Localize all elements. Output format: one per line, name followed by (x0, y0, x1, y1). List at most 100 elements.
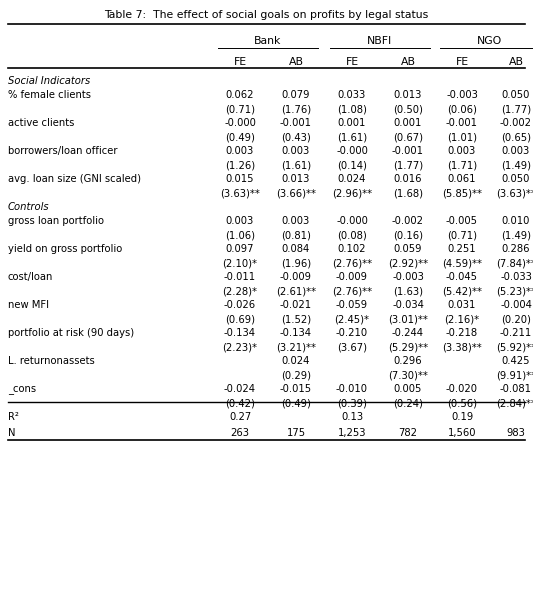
Text: (0.50): (0.50) (393, 105, 423, 115)
Text: (3.38)**: (3.38)** (442, 343, 482, 353)
Text: 0.102: 0.102 (338, 244, 366, 254)
Text: (2.61)**: (2.61)** (276, 287, 316, 297)
Text: (0.06): (0.06) (447, 105, 477, 115)
Text: avg. loan size (GNI scaled): avg. loan size (GNI scaled) (8, 174, 141, 184)
Text: (5.85)**: (5.85)** (442, 189, 482, 199)
Text: 0.003: 0.003 (448, 146, 476, 156)
Text: 0.003: 0.003 (226, 146, 254, 156)
Text: (1.68): (1.68) (393, 189, 423, 199)
Text: (0.16): (0.16) (393, 231, 423, 241)
Text: -0.009: -0.009 (336, 272, 368, 282)
Text: (3.67): (3.67) (337, 343, 367, 353)
Text: yield on gross portfolio: yield on gross portfolio (8, 244, 122, 254)
Text: (3.01)**: (3.01)** (388, 315, 428, 325)
Text: AB: AB (400, 57, 416, 67)
Text: (2.84)**: (2.84)** (496, 399, 533, 409)
Text: (1.26): (1.26) (225, 161, 255, 171)
Text: (1.77): (1.77) (393, 161, 423, 171)
Text: (0.71): (0.71) (447, 231, 477, 241)
Text: 0.286: 0.286 (502, 244, 530, 254)
Text: (0.20): (0.20) (501, 315, 531, 325)
Text: (2.96)**: (2.96)** (332, 189, 372, 199)
Text: 0.010: 0.010 (502, 216, 530, 226)
Text: 0.050: 0.050 (502, 174, 530, 184)
Text: (0.67): (0.67) (393, 133, 423, 143)
Text: (0.69): (0.69) (225, 315, 255, 325)
Text: 0.001: 0.001 (338, 118, 366, 128)
Text: -0.010: -0.010 (336, 384, 368, 394)
Text: -0.009: -0.009 (280, 272, 312, 282)
Text: (3.21)**: (3.21)** (276, 343, 316, 353)
Text: (7.84)**: (7.84)** (496, 259, 533, 269)
Text: 1,560: 1,560 (448, 428, 477, 438)
Text: -0.210: -0.210 (336, 328, 368, 338)
Text: (0.08): (0.08) (337, 231, 367, 241)
Text: Controls: Controls (8, 202, 50, 212)
Text: 263: 263 (230, 428, 249, 438)
Text: (2.10)*: (2.10)* (222, 259, 257, 269)
Text: borrowers/loan officer: borrowers/loan officer (8, 146, 117, 156)
Text: 0.003: 0.003 (502, 146, 530, 156)
Text: (1.61): (1.61) (337, 133, 367, 143)
Text: 0.059: 0.059 (394, 244, 422, 254)
Text: -0.244: -0.244 (392, 328, 424, 338)
Text: FE: FE (233, 57, 247, 67)
Text: (0.14): (0.14) (337, 161, 367, 171)
Text: (2.23)*: (2.23)* (222, 343, 257, 353)
Text: (0.43): (0.43) (281, 133, 311, 143)
Text: (5.29)**: (5.29)** (388, 343, 428, 353)
Text: L. returnonassets: L. returnonassets (8, 356, 95, 366)
Text: (1.52): (1.52) (281, 315, 311, 325)
Text: 175: 175 (286, 428, 305, 438)
Text: -0.015: -0.015 (280, 384, 312, 394)
Text: -0.000: -0.000 (224, 118, 256, 128)
Text: -0.005: -0.005 (446, 216, 478, 226)
Text: 0.003: 0.003 (226, 216, 254, 226)
Text: (0.49): (0.49) (281, 399, 311, 409)
Text: (5.23)**: (5.23)** (496, 287, 533, 297)
Text: -0.001: -0.001 (446, 118, 478, 128)
Text: (0.65): (0.65) (501, 133, 531, 143)
Text: 0.296: 0.296 (394, 356, 422, 366)
Text: portfolio at risk (90 days): portfolio at risk (90 days) (8, 328, 134, 338)
Text: -0.045: -0.045 (446, 272, 478, 282)
Text: 0.013: 0.013 (282, 174, 310, 184)
Text: _cons: _cons (8, 384, 36, 394)
Text: (0.56): (0.56) (447, 399, 477, 409)
Text: (0.81): (0.81) (281, 231, 311, 241)
Text: 0.024: 0.024 (338, 174, 366, 184)
Text: 0.097: 0.097 (226, 244, 254, 254)
Text: -0.081: -0.081 (500, 384, 532, 394)
Text: NBFI: NBFI (367, 36, 393, 46)
Text: -0.000: -0.000 (336, 216, 368, 226)
Text: (0.24): (0.24) (393, 399, 423, 409)
Text: -0.034: -0.034 (392, 300, 424, 310)
Text: (2.92)**: (2.92)** (388, 259, 428, 269)
Text: (1.08): (1.08) (337, 105, 367, 115)
Text: 0.050: 0.050 (502, 90, 530, 100)
Text: (1.06): (1.06) (225, 231, 255, 241)
Text: gross loan portfolio: gross loan portfolio (8, 216, 104, 226)
Text: (1.96): (1.96) (281, 259, 311, 269)
Text: 1,253: 1,253 (338, 428, 366, 438)
Text: R²: R² (8, 412, 19, 422)
Text: 0.13: 0.13 (341, 412, 363, 422)
Text: -0.002: -0.002 (500, 118, 532, 128)
Text: (3.63)**: (3.63)** (496, 189, 533, 199)
Text: (4.59)**: (4.59)** (442, 259, 482, 269)
Text: (1.49): (1.49) (501, 161, 531, 171)
Text: Bank: Bank (254, 36, 281, 46)
Text: (1.71): (1.71) (447, 161, 477, 171)
Text: (9.91)**: (9.91)** (496, 371, 533, 381)
Text: -0.003: -0.003 (392, 272, 424, 282)
Text: active clients: active clients (8, 118, 75, 128)
Text: 0.061: 0.061 (448, 174, 477, 184)
Text: (1.77): (1.77) (501, 105, 531, 115)
Text: N: N (8, 428, 15, 438)
Text: cost/loan: cost/loan (8, 272, 53, 282)
Text: 0.251: 0.251 (448, 244, 477, 254)
Text: 0.062: 0.062 (226, 90, 254, 100)
Text: 0.003: 0.003 (282, 216, 310, 226)
Text: (5.92)**: (5.92)** (496, 343, 533, 353)
Text: -0.003: -0.003 (446, 90, 478, 100)
